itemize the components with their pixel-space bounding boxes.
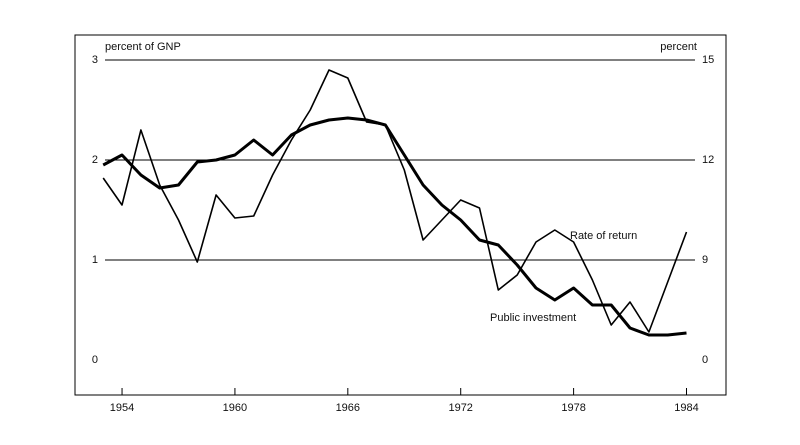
plot-frame <box>74 34 727 396</box>
y2-axis-label: percent <box>660 41 697 53</box>
series-label: Public investment <box>490 312 576 324</box>
y2-tick-label: 12 <box>702 154 714 166</box>
y2-tick-label: 0 <box>702 354 708 366</box>
y-tick-label: 1 <box>92 254 98 266</box>
y-tick-label: 2 <box>92 154 98 166</box>
y2-tick-label: 9 <box>702 254 708 266</box>
y-axis-label: percent of GNP <box>105 41 181 53</box>
y2-tick-label: 15 <box>702 54 714 66</box>
x-tick-label: 1954 <box>110 402 134 414</box>
y-tick-label: 3 <box>92 54 98 66</box>
series-line <box>102 116 687 337</box>
x-tick-label: 1972 <box>448 402 472 414</box>
x-tick-label: 1960 <box>223 402 247 414</box>
x-tick-label: 1984 <box>674 402 698 414</box>
x-tick-label: 1966 <box>336 402 360 414</box>
series-line <box>102 69 688 333</box>
x-tick-label: 1978 <box>561 402 585 414</box>
y-tick-label: 0 <box>92 354 98 366</box>
series-label: Rate of return <box>570 230 637 242</box>
